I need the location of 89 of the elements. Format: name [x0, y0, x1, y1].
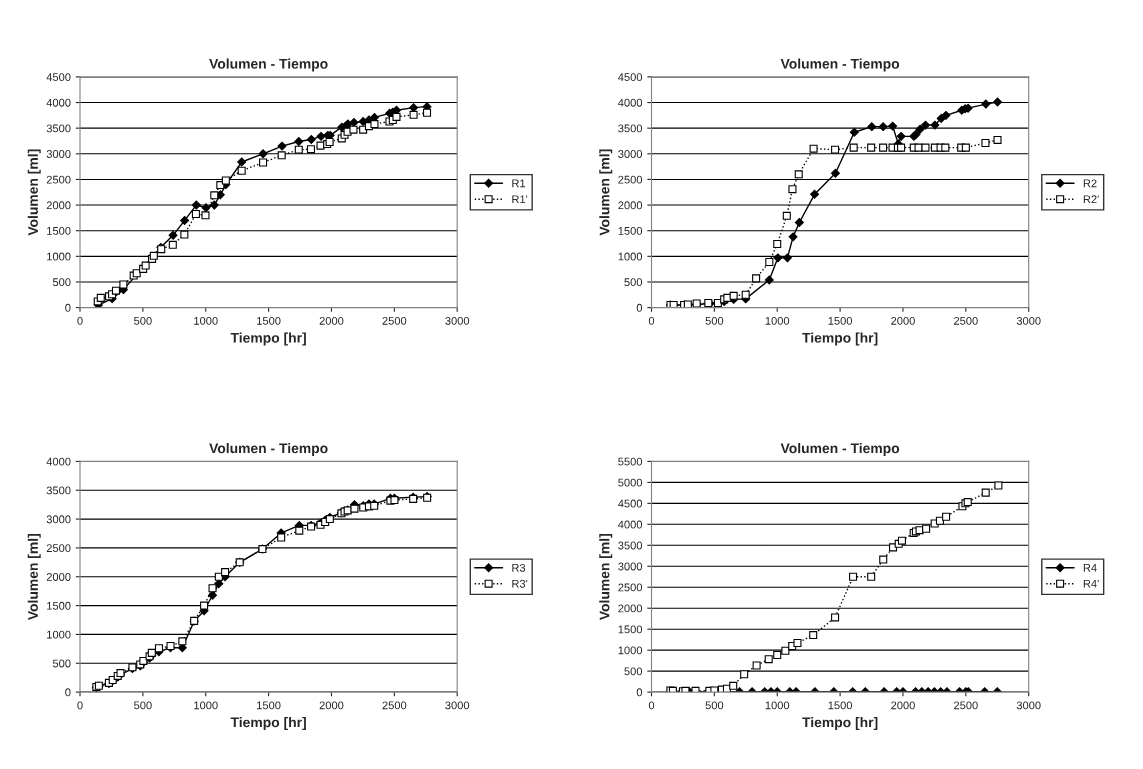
y-tick-label: 4000 — [46, 98, 71, 107]
y-axis-title: Volumen [ml] — [599, 149, 613, 236]
y-tick-label: 3500 — [46, 486, 71, 495]
y-tick-label: 2500 — [618, 583, 643, 592]
y-tick-label: 1000 — [47, 630, 71, 639]
legend-label: R3 — [512, 563, 526, 572]
y-tick-label: 1500 — [47, 601, 71, 610]
y-tick-label: 0 — [65, 688, 71, 697]
y-tick-label: 2500 — [46, 544, 71, 553]
x-tick-label: 500 — [134, 316, 152, 325]
y-tick-label: 0 — [636, 303, 643, 312]
y-tick-label: 3000 — [46, 150, 71, 158]
x-tick-label: 3000 — [445, 701, 470, 710]
x-tick-label: 1000 — [194, 701, 218, 710]
chart-title: Volumen - Tiempo — [209, 58, 328, 72]
y-tick-label: 1500 — [618, 625, 643, 634]
y-tick-label: 5000 — [618, 478, 643, 487]
x-tick-label: 1500 — [257, 701, 281, 710]
x-tick-label: 1000 — [765, 701, 790, 710]
x-tick-label: 0 — [648, 701, 655, 710]
x-tick-label: 500 — [705, 701, 724, 710]
y-tick-label: 2500 — [618, 175, 643, 184]
x-tick-label: 3000 — [445, 316, 470, 325]
y-tick-label: 3500 — [46, 124, 71, 133]
x-tick-label: 1500 — [828, 316, 853, 325]
x-tick-label: 1500 — [257, 316, 281, 325]
x-axis-title: Tiempo [hr] — [230, 717, 306, 730]
x-tick-label: 2000 — [891, 701, 915, 710]
legend-label: R4 — [1083, 564, 1097, 572]
y-tick-label: 3000 — [618, 562, 643, 571]
x-axis-title: Tiempo [hr] — [230, 332, 306, 346]
legend-label: R4' — [1083, 579, 1099, 588]
x-tick-label: 2500 — [954, 316, 978, 325]
y-tick-label: 1500 — [618, 226, 643, 235]
x-tick-label: 500 — [134, 701, 152, 710]
y-tick-label: 500 — [52, 278, 71, 287]
chart-title: Volumen - Tiempo — [780, 443, 900, 456]
y-tick-label: 4500 — [46, 73, 71, 82]
x-tick-label: 1500 — [828, 701, 853, 710]
y-tick-label: 2000 — [618, 201, 643, 210]
y-tick-label: 500 — [624, 278, 643, 287]
y-axis-title: Volumen [ml] — [599, 534, 613, 621]
y-tick-label: 1000 — [47, 252, 71, 261]
y-tick-label: 5500 — [618, 457, 643, 466]
x-tick-label: 2000 — [319, 316, 344, 325]
x-tick-label: 3000 — [1016, 701, 1041, 710]
x-tick-label: 1000 — [194, 316, 218, 325]
y-tick-label: 2000 — [46, 201, 71, 210]
legend-label: R2' — [1083, 195, 1099, 204]
legend-label: R2 — [1083, 179, 1097, 188]
chart-title: Volumen - Tiempo — [780, 58, 900, 72]
x-tick-label: 0 — [77, 316, 83, 325]
x-tick-label: 2000 — [891, 316, 915, 325]
y-tick-label: 4000 — [46, 457, 71, 466]
x-tick-label: 0 — [77, 701, 83, 710]
legend-label: R3' — [512, 579, 528, 588]
legend-label: R1' — [512, 195, 528, 204]
x-axis-title: Tiempo [hr] — [802, 332, 878, 346]
chart-title: Volumen - Tiempo — [209, 443, 328, 456]
y-tick-label: 4500 — [618, 499, 643, 508]
x-axis-title: Tiempo [hr] — [802, 717, 878, 730]
y-tick-label: 4000 — [618, 98, 643, 107]
y-tick-label: 1000 — [618, 646, 643, 655]
y-tick-label: 3000 — [46, 515, 71, 524]
y-tick-label: 0 — [65, 303, 71, 312]
y-tick-label: 4500 — [618, 73, 643, 82]
y-axis-title: Volumen [ml] — [27, 534, 41, 621]
y-tick-label: 2500 — [46, 175, 71, 184]
x-tick-label: 3000 — [1016, 316, 1041, 325]
x-tick-label: 500 — [705, 316, 724, 325]
x-tick-label: 2500 — [954, 701, 978, 710]
y-tick-label: 4000 — [618, 520, 643, 529]
legend-label: R1 — [512, 179, 526, 188]
y-tick-label: 500 — [624, 667, 643, 676]
x-tick-label: 2500 — [382, 316, 407, 325]
y-tick-label: 0 — [636, 688, 643, 697]
y-tick-label: 3500 — [618, 124, 643, 133]
x-tick-label: 2000 — [319, 701, 344, 710]
y-tick-label: 1500 — [47, 226, 71, 235]
y-tick-label: 500 — [52, 659, 71, 668]
y-axis-title: Volumen [ml] — [27, 149, 41, 236]
y-tick-label: 3000 — [618, 150, 643, 158]
y-tick-label: 1000 — [618, 252, 643, 261]
y-tick-label: 2000 — [46, 573, 71, 581]
y-tick-label: 2000 — [618, 604, 643, 613]
y-tick-label: 3500 — [618, 541, 643, 550]
x-tick-label: 2500 — [382, 701, 407, 710]
x-tick-label: 0 — [648, 316, 655, 325]
x-tick-label: 1000 — [765, 316, 790, 325]
